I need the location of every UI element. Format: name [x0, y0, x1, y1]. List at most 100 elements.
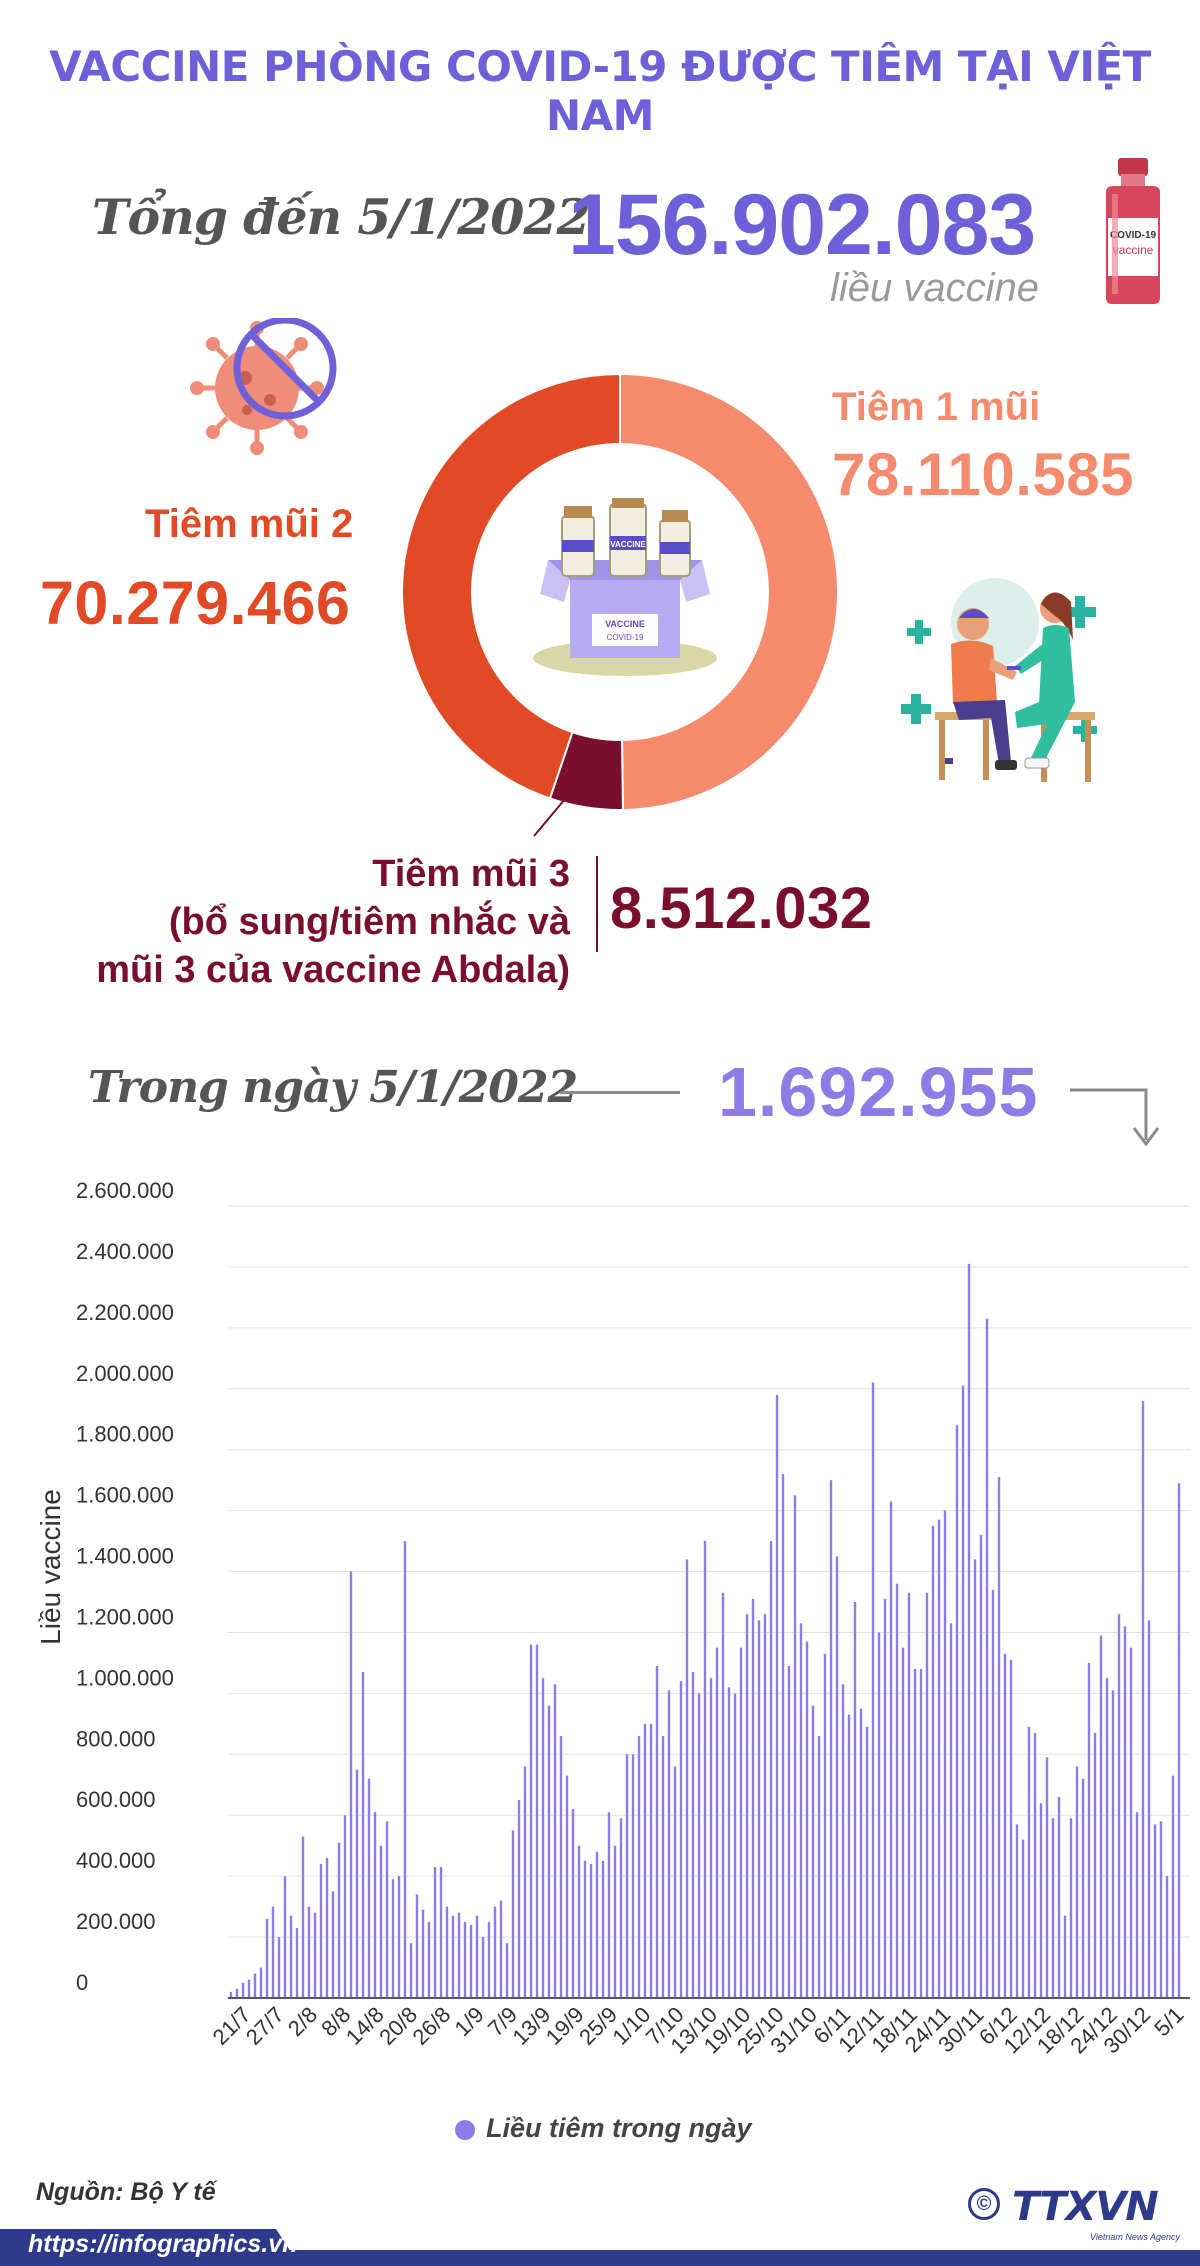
- dose2-value: 70.279.466: [40, 569, 351, 637]
- y-axis-label: Liều vaccine: [35, 1489, 66, 1645]
- daily-bar: [1093, 1732, 1097, 1998]
- daily-bar: [637, 1736, 641, 1998]
- daily-bar: [673, 1766, 677, 1998]
- daily-bar: [877, 1632, 881, 1998]
- vaccine-vial-icon: COVID-19 vaccine: [1106, 158, 1160, 304]
- daily-bar: [1117, 1614, 1121, 1998]
- copyright-icon: ©: [968, 2188, 1000, 2220]
- legend-label: Liều tiêm trong ngày: [486, 2113, 752, 2143]
- daily-bar: [787, 1665, 791, 1998]
- vial-label-1: COVID-19: [1110, 230, 1157, 241]
- daily-bar: [559, 1736, 563, 1998]
- daily-bar: [691, 1672, 695, 1998]
- daily-bar: [985, 1318, 989, 1998]
- daily-bar: [307, 1906, 311, 1998]
- box-label-2: COVID-19: [607, 633, 644, 642]
- daily-bar: [805, 1641, 809, 1998]
- daily-bar: [1075, 1766, 1079, 1998]
- legend-dot: [455, 2120, 475, 2140]
- daily-bar: [865, 1726, 869, 1998]
- daily-bar: [421, 1909, 425, 1998]
- daily-bar: [817, 1736, 821, 1998]
- daily-bar: [433, 1867, 437, 1998]
- vial-label-2: vaccine: [1113, 243, 1154, 257]
- daily-bar: [1033, 1732, 1037, 1998]
- daily-bar: [799, 1623, 803, 1998]
- daily-bar: [829, 1480, 833, 1998]
- daily-bar: [661, 1736, 665, 1998]
- daily-bar: [355, 1769, 359, 1998]
- daily-bar: [577, 1845, 581, 1998]
- daily-bar: [481, 1937, 485, 1998]
- daily-bar: [715, 1647, 719, 1998]
- x-tick-label: 27/7: [241, 2002, 289, 2050]
- daily-bar: [325, 1857, 329, 1998]
- daily-bar: [703, 1541, 707, 1998]
- daily-bar: [769, 1541, 773, 1998]
- daily-bar: [361, 1672, 365, 1998]
- daily-bar: [763, 1614, 767, 1998]
- daily-bar: [1027, 1726, 1031, 1998]
- donut-slice-dose2: [401, 372, 621, 800]
- daily-bar: [679, 1681, 683, 1998]
- daily-bar: [859, 1708, 863, 1998]
- daily-bar: [649, 1723, 653, 1998]
- daily-bar: [1051, 1818, 1055, 1998]
- daily-bar: [409, 1943, 413, 1998]
- daily-bar: [493, 1906, 497, 1998]
- source-note: Nguồn: Bộ Y tế: [36, 2178, 216, 2206]
- daily-bar: [895, 1583, 899, 1998]
- daily-bar: [1045, 1757, 1049, 1998]
- daily-bar: [1141, 1400, 1145, 1998]
- dose1-value: 78.110.585: [832, 441, 1134, 508]
- daily-bar: [235, 1988, 239, 1998]
- daily-bar: [607, 1812, 611, 1998]
- daily-bar: [259, 1967, 263, 1998]
- daily-bar: [655, 1665, 659, 1998]
- daily-bar: [901, 1647, 905, 1998]
- daily-bar: [979, 1534, 983, 1998]
- total-label: Tổng đến 5/1/2022: [92, 188, 591, 246]
- daily-bar: [727, 1687, 731, 1998]
- daily-bar: [367, 1778, 371, 1998]
- daily-bar: [1003, 1653, 1007, 1998]
- daily-bar: [847, 1714, 851, 1998]
- daily-bar: [889, 1501, 893, 1998]
- ttxvn-logo-subtitle: Vietnam News Agency: [1090, 2232, 1181, 2242]
- daily-bar: [1171, 1775, 1175, 1998]
- total-value: 156.902.083: [568, 177, 1036, 273]
- daily-bar-chart: 0 200.000 400.000 600.000 800.000 1.000.000 1.…: [35, 1178, 1190, 2058]
- daily-bar: [1039, 1803, 1043, 1998]
- y-tick-label: 2.000.000: [76, 1361, 174, 1386]
- daily-bar: [1099, 1635, 1103, 1998]
- total-unit: liều vaccine: [830, 266, 1040, 310]
- daily-bar: [445, 1906, 449, 1998]
- footer-url-tab: [0, 2229, 300, 2266]
- daily-connector: [560, 1091, 680, 1094]
- footer-url[interactable]: https://infographics.vn: [28, 2230, 298, 2258]
- daily-bar: [949, 1623, 953, 1998]
- daily-bar: [247, 1979, 251, 1998]
- daily-bar: [373, 1812, 377, 1998]
- daily-bar: [271, 1906, 275, 1998]
- x-tick-label: 26/8: [408, 2002, 456, 2050]
- daily-bar: [961, 1385, 965, 1998]
- y-tick-label: 800.000: [76, 1726, 156, 1751]
- dose3-divider: [596, 856, 598, 952]
- daily-bar: [973, 1559, 977, 1998]
- daily-bar: [229, 1991, 233, 1998]
- daily-bar: [925, 1592, 929, 1998]
- daily-bar: [745, 1614, 749, 1998]
- dose3-label: Tiêm mũi 3 (bổ sung/tiêm nhắc và mũi 3 c…: [30, 850, 570, 994]
- daily-bar: [619, 1818, 623, 1998]
- daily-bar: [469, 1924, 473, 1998]
- y-tick-label: 1.600.000: [76, 1483, 174, 1508]
- y-tick-label: 2.400.000: [76, 1239, 174, 1264]
- y-tick-label: 400.000: [76, 1848, 156, 1873]
- daily-bar: [457, 1912, 461, 1998]
- vaccine-box-icon: VACCINE VACCINE COVID-19: [533, 498, 717, 676]
- y-tick-label: 1.000.000: [76, 1665, 174, 1690]
- dose3-leader-line: [533, 773, 587, 837]
- daily-bar: [547, 1705, 551, 1998]
- daily-bar: [529, 1644, 533, 1998]
